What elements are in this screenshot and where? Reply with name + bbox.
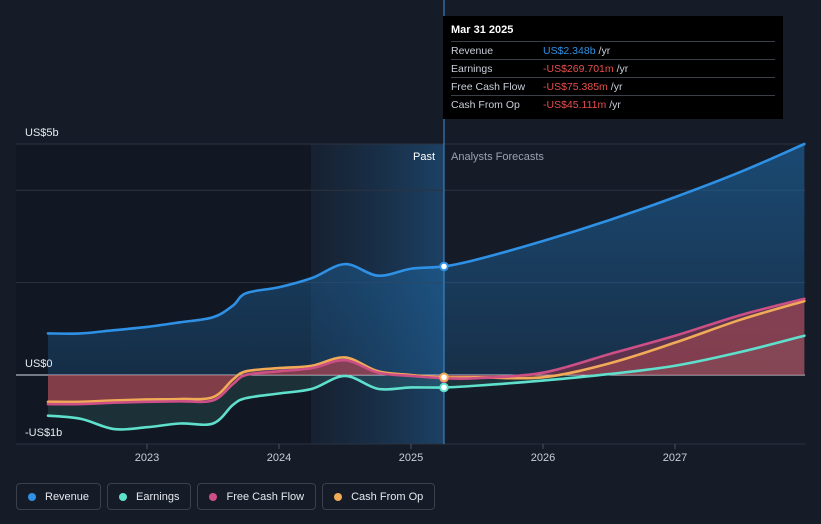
cash-from-op-marker: [439, 372, 449, 383]
revenue-area: [48, 144, 805, 375]
earnings-line: [46, 334, 806, 431]
tooltip: Mar 31 2025 Revenue US$2.348b /yr Earnin…: [443, 16, 783, 119]
y-label-zero: US$0: [25, 358, 53, 370]
series-areas: [48, 144, 805, 430]
tooltip-label: Free Cash Flow: [451, 80, 526, 93]
legend-item-free-cash-flow[interactable]: Free Cash Flow: [197, 483, 317, 510]
x-tick-label: 2026: [531, 452, 555, 464]
tooltip-row-revenue: Revenue US$2.348b /yr: [451, 41, 775, 59]
legend-item-cash-from-op[interactable]: Cash From Op: [322, 483, 436, 510]
cash-from-op-area: [48, 301, 805, 402]
legend-dot-icon: [28, 492, 36, 501]
legend-dot-icon: [334, 492, 343, 501]
tooltip-markers: [439, 261, 449, 393]
x-tick-label: 2025: [399, 452, 423, 464]
free-cash-flow-line: [46, 297, 806, 406]
tooltip-row-earnings: Earnings -US$269.701m /yr: [451, 59, 775, 77]
tooltip-value: US$2.348b: [543, 44, 596, 57]
legend-item-earnings[interactable]: Earnings: [107, 483, 192, 510]
tooltip-unit: /yr: [598, 44, 611, 57]
tooltip-date: Mar 31 2025: [451, 24, 514, 36]
x-axis-ticks: 2023 2024 2025 2026 2027: [135, 444, 687, 464]
legend: Revenue Earnings Free Cash Flow Cash Fro…: [16, 483, 436, 510]
tooltip-value: -US$45.111m: [543, 98, 607, 111]
earnings-area: [48, 335, 805, 430]
x-tick-label: 2024: [267, 452, 291, 464]
earnings-marker: [439, 382, 449, 393]
past-label: Past: [413, 151, 435, 163]
tooltip-value: -US$75.385m: [543, 80, 608, 93]
tooltip-value: -US$269.701m: [543, 62, 614, 75]
tooltip-label: Earnings: [451, 62, 493, 75]
tooltip-row-free-cash-flow: Free Cash Flow -US$75.385m /yr: [451, 77, 775, 95]
cash-from-op-line: [46, 299, 806, 404]
legend-label: Cash From Op: [351, 490, 424, 503]
tooltip-label: Cash From Op: [451, 98, 520, 111]
tooltip-unit: /yr: [609, 98, 621, 111]
revenue-line: [46, 142, 806, 335]
legend-dot-icon: [209, 492, 218, 501]
tooltip-unit: /yr: [610, 80, 623, 93]
y-label-top: US$5b: [25, 127, 59, 139]
tooltip-unit: /yr: [616, 62, 629, 75]
legend-item-revenue[interactable]: Revenue: [16, 483, 102, 510]
tooltip-label: Revenue: [451, 44, 494, 57]
series-lines: [46, 142, 806, 431]
revenue-marker: [439, 261, 449, 272]
tooltip-row-cash-from-op: Cash From Op -US$45.111m /yr: [451, 95, 775, 113]
forecast-label: Analysts Forecasts: [451, 151, 544, 163]
x-tick-label: 2023: [135, 452, 159, 464]
legend-label: Free Cash Flow: [226, 490, 305, 503]
legend-label: Earnings: [136, 490, 180, 503]
free-cash-flow-area: [48, 298, 805, 405]
legend-label: Revenue: [45, 490, 90, 503]
x-tick-label: 2027: [663, 452, 687, 464]
legend-dot-icon: [119, 492, 128, 501]
y-label-bottom: -US$1b: [25, 427, 62, 439]
